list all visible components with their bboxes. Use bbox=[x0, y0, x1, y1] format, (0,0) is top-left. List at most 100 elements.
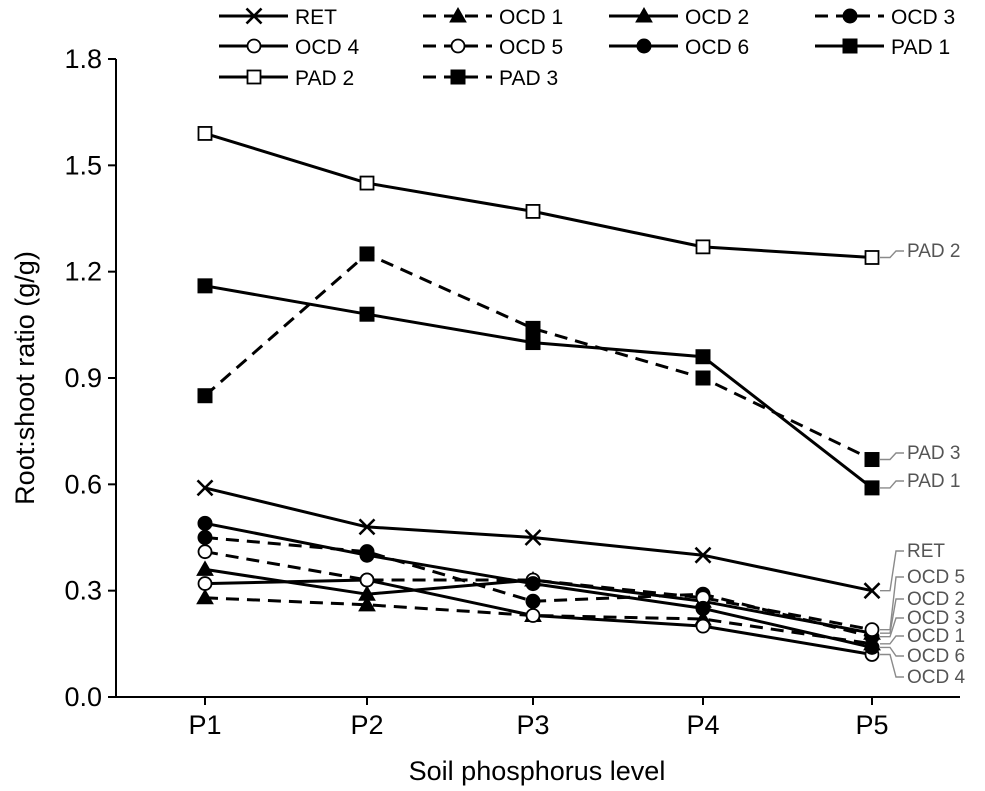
end-label-ret: RET bbox=[880, 541, 945, 592]
end-label-text: OCD 5 bbox=[907, 567, 965, 588]
legend-marker-ocd-2 bbox=[635, 6, 653, 23]
series-line-pad-3 bbox=[204, 252, 873, 461]
data-point-pad-1 bbox=[695, 349, 711, 365]
legend-marker-ocd-1 bbox=[449, 6, 467, 23]
data-point-ocd-6 bbox=[359, 547, 375, 563]
series-line-ocd-3 bbox=[204, 536, 873, 639]
legend-label-ocd-4: OCD 4 bbox=[295, 36, 360, 59]
data-point-pad-2 bbox=[864, 250, 880, 265]
legend-item-pad-2: PAD 2 bbox=[219, 67, 354, 90]
data-point-pad-3 bbox=[864, 452, 880, 468]
data-point-pad-2 bbox=[525, 204, 541, 219]
legend-item-ocd-3: OCD 3 bbox=[815, 6, 955, 29]
x-axis-label: Soil phosphorus level bbox=[409, 756, 666, 786]
data-point-ocd-4 bbox=[695, 618, 711, 634]
data-point-ocd-1 bbox=[358, 595, 376, 612]
legend-item-ocd-2: OCD 2 bbox=[609, 6, 749, 29]
end-label-text: RET bbox=[907, 541, 945, 562]
series-pad-2 bbox=[197, 126, 880, 265]
legend-marker-ocd-6 bbox=[636, 38, 652, 54]
legend-item-pad-1: PAD 1 bbox=[815, 36, 950, 59]
legend-label-ocd-1: OCD 1 bbox=[499, 6, 563, 29]
y-tick-label: 1.5 bbox=[64, 150, 102, 180]
end-label-ocd-1: OCD 1 bbox=[880, 626, 965, 647]
series-line-pad-1 bbox=[204, 284, 873, 490]
y-axis-label: Root:shoot ratio (g/g) bbox=[10, 251, 40, 505]
data-point-pad-1 bbox=[197, 278, 213, 294]
y-tick-label: 1.8 bbox=[64, 44, 102, 74]
legend-marker-pad-2 bbox=[246, 69, 262, 85]
legend-marker-ocd-3 bbox=[842, 8, 858, 24]
legend-label-ocd-2: OCD 2 bbox=[685, 6, 749, 29]
legend-item-ocd-5: OCD 5 bbox=[423, 36, 563, 59]
axes: 0.0 0.3 0.6 0.9 1.2 1.5 1.8 P1 P2 P3 P4 P5 bbox=[64, 44, 960, 740]
data-point-pad-3 bbox=[695, 370, 711, 386]
data-point-ocd-6 bbox=[525, 576, 541, 592]
data-point-ocd-5 bbox=[197, 544, 213, 560]
data-point-ocd-6 bbox=[864, 639, 880, 655]
data-point-ocd-5 bbox=[359, 572, 375, 588]
end-label-ocd-5: OCD 5 bbox=[880, 567, 965, 631]
data-point-pad-2 bbox=[695, 239, 711, 255]
legend-label-ocd-6: OCD 6 bbox=[685, 36, 749, 59]
data-point-pad-3 bbox=[197, 388, 213, 404]
data-point-ocd-6 bbox=[197, 515, 213, 531]
end-label-ocd-6: OCD 6 bbox=[880, 646, 965, 667]
end-label-ocd-2: OCD 2 bbox=[880, 589, 965, 634]
legend-label-ret: RET bbox=[295, 6, 337, 29]
series-ocd-5 bbox=[197, 544, 880, 638]
leader-line bbox=[880, 452, 904, 461]
series-pad-3 bbox=[197, 246, 880, 468]
series-ret bbox=[196, 479, 881, 600]
end-label-text: OCD 4 bbox=[907, 667, 966, 688]
data-point-pad-3 bbox=[359, 246, 375, 262]
data-point-ret bbox=[863, 582, 881, 600]
data-point-ocd-4 bbox=[197, 576, 213, 591]
data-point-ocd-2 bbox=[358, 585, 376, 601]
x-tick-label: P3 bbox=[516, 710, 549, 740]
leader-line bbox=[880, 250, 904, 259]
x-tick-label: P1 bbox=[188, 710, 221, 740]
leader-line bbox=[880, 635, 904, 645]
data-point-pad-1 bbox=[864, 480, 880, 496]
end-label-pad-3: PAD 3 bbox=[880, 443, 961, 464]
leader-line bbox=[880, 550, 904, 592]
data-point-pad-1 bbox=[359, 306, 375, 322]
y-tick-label: 0.6 bbox=[64, 469, 102, 499]
y-tick-label: 0.9 bbox=[64, 363, 102, 393]
x-tick-label: P2 bbox=[350, 710, 383, 740]
series-line-ocd-1 bbox=[204, 596, 873, 646]
legend-marker-pad-1 bbox=[842, 38, 858, 54]
leader-line bbox=[880, 646, 904, 657]
data-point-pad-2 bbox=[359, 175, 375, 191]
legend-marker-ret bbox=[245, 7, 263, 25]
data-point-ret bbox=[196, 479, 214, 497]
end-label-ocd-4: OCD 4 bbox=[880, 653, 966, 688]
end-label-text: OCD 1 bbox=[907, 626, 965, 647]
y-tick-label: 0.0 bbox=[64, 682, 102, 712]
y-tick-label: 1.2 bbox=[64, 257, 102, 287]
data-point-pad-3 bbox=[525, 320, 541, 336]
end-label-ocd-3: OCD 3 bbox=[880, 608, 965, 638]
end-label-text: PAD 3 bbox=[907, 443, 961, 464]
series-line-ocd-5 bbox=[204, 550, 873, 632]
data-point-ocd-3 bbox=[525, 593, 541, 609]
legend-item-ocd-1: OCD 1 bbox=[423, 6, 563, 29]
legend-marker-ocd-4 bbox=[246, 38, 262, 54]
data-point-pad-1 bbox=[525, 335, 541, 351]
legend-label-pad-1: PAD 1 bbox=[891, 36, 950, 59]
legend-item-ocd-4: OCD 4 bbox=[219, 36, 360, 59]
legend-label-pad-3: PAD 3 bbox=[499, 67, 558, 90]
end-label-text: OCD 2 bbox=[907, 589, 965, 610]
leader-line bbox=[880, 576, 904, 631]
end-label-text: OCD 6 bbox=[907, 646, 965, 667]
series-layer bbox=[196, 126, 881, 662]
data-point-ocd-4 bbox=[525, 608, 541, 623]
data-point-ocd-5 bbox=[864, 622, 880, 638]
legend-label-pad-2: PAD 2 bbox=[295, 67, 354, 90]
series-ocd-6 bbox=[197, 515, 880, 655]
leader-line bbox=[880, 480, 904, 489]
leader-line bbox=[880, 617, 904, 638]
